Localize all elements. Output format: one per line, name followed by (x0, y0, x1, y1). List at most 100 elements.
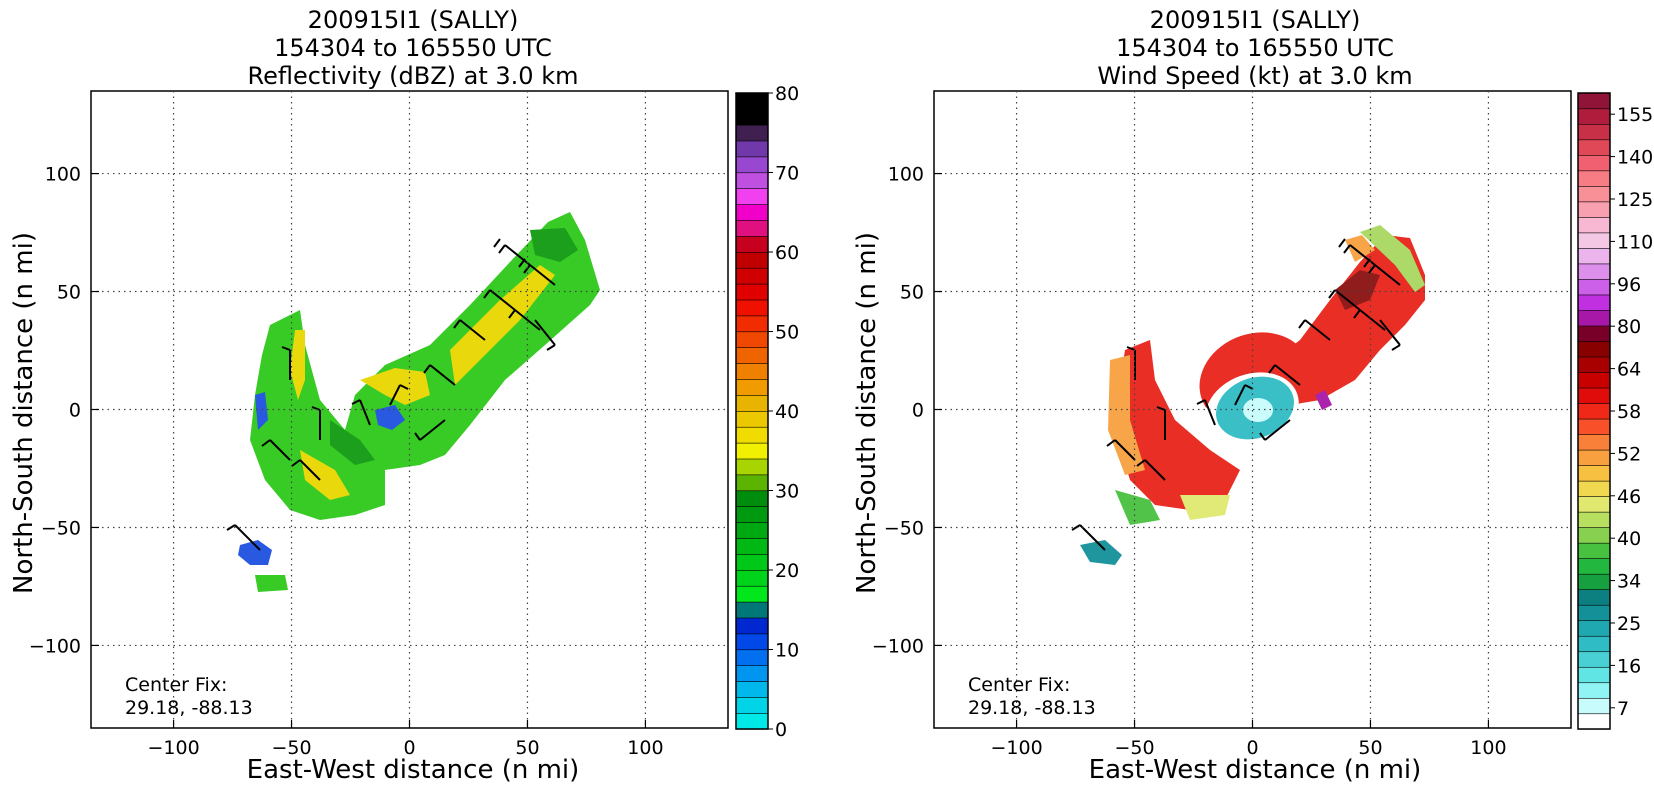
colorbar-swatch (735, 92, 769, 110)
colorbar-swatch (1577, 713, 1611, 730)
colorbar-tick-label: 20 (775, 560, 799, 582)
colorbar-swatch (735, 633, 769, 651)
colorbar-swatch (735, 442, 769, 460)
reflectivity-field (226, 212, 600, 592)
colorbar-swatch (1577, 170, 1611, 187)
colorbar-swatch (735, 569, 769, 587)
colorbar-swatch (735, 204, 769, 221)
eye-center (1243, 398, 1273, 422)
title-line-1: 200915I1 (SALLY) (308, 6, 519, 34)
colorbar-swatch (735, 601, 769, 619)
rainband-dark-green (530, 228, 578, 262)
colorbar-tick-label: 70 (775, 163, 799, 185)
rainband-dark-green-2 (330, 420, 375, 465)
wind-band-purple (1315, 390, 1332, 410)
colorbar-swatch (1577, 651, 1611, 668)
colorbar-swatch (735, 362, 769, 380)
y-tick-label: 100 (45, 164, 81, 186)
colorbar-swatch (735, 458, 769, 476)
y-tick-label: 100 (888, 164, 924, 186)
colorbar-swatch (1577, 449, 1611, 466)
y-tick-label: −50 (41, 517, 81, 539)
wind-band-sw-teal (1080, 540, 1122, 565)
reflectivity-colorbar: 0 10 20 30 40 50 60 70 80 (735, 83, 799, 741)
colorbar-tick-label: 80 (1617, 316, 1641, 338)
colorbar-tick-label: 34 (1617, 571, 1641, 593)
center-fix-value: 29.18, -88.13 (968, 697, 1096, 719)
x-tick-label: 0 (1246, 737, 1258, 759)
colorbar-tick-label: 52 (1617, 443, 1641, 465)
colorbar-tick-label: 140 (1617, 147, 1653, 169)
colorbar-swatch (735, 315, 769, 333)
colorbar-swatch (1577, 216, 1611, 234)
colorbar-swatch (1577, 418, 1611, 435)
colorbar-swatch (1577, 573, 1611, 590)
colorbar-tick-label: 0 (775, 719, 787, 741)
colorbar-swatch (735, 251, 769, 269)
rainband-yellow-2 (360, 368, 430, 405)
colorbar-swatch (735, 665, 769, 682)
colorbar-swatch (735, 696, 769, 714)
colorbar-swatch (1577, 402, 1611, 420)
center-fix-label: Center Fix: (968, 674, 1070, 696)
wind-band-west-green (1115, 490, 1160, 525)
colorbar-swatch (1577, 480, 1611, 497)
colorbar-swatch (735, 537, 769, 555)
y-tick-label: 0 (912, 400, 924, 422)
colorbar-swatch (735, 283, 769, 301)
colorbar-swatch (1577, 247, 1611, 265)
rainband-yellow-3 (290, 330, 305, 400)
colorbar-swatch (1577, 294, 1611, 311)
title-line-2: 154304 to 165550 UTC (1116, 34, 1394, 62)
rainband-west (250, 310, 385, 520)
colorbar-swatch (1577, 201, 1611, 218)
y-axis-label: North-South distance (n mi) (852, 232, 882, 594)
colorbar-tick-label: 58 (1617, 401, 1641, 423)
y-tick-label: 0 (69, 400, 81, 422)
x-tick-label: 100 (1470, 737, 1506, 759)
center-fix-value: 29.18, -88.13 (125, 697, 253, 719)
x-tick-label: 50 (1358, 737, 1382, 759)
colorbar-tick-label: 60 (775, 242, 799, 264)
title-line-2: 154304 to 165550 UTC (274, 34, 552, 62)
colorbar-tick-label: 40 (775, 401, 799, 423)
wind-band-ne-light (1360, 225, 1425, 292)
colorbar-swatch (1577, 604, 1611, 622)
colorbar-swatch (735, 680, 769, 698)
colorbar-swatch (735, 585, 769, 603)
colorbar-swatch (1577, 697, 1611, 715)
x-tick-label: 50 (515, 737, 539, 759)
colorbar-swatch (1577, 527, 1611, 544)
wind-band-west (1118, 340, 1240, 510)
wind-band-west-orange (1108, 355, 1145, 475)
colorbar-tick-label: 50 (775, 322, 799, 344)
wind-barbs (226, 238, 556, 551)
echo-blue-sw (238, 540, 272, 565)
colorbar-swatch (1577, 558, 1611, 575)
colorbar-tick-label: 80 (775, 83, 799, 105)
colorbar-swatch (1577, 433, 1611, 451)
y-tick-label: −100 (872, 635, 924, 657)
y-tick-label: 50 (57, 282, 81, 304)
center-fix-label: Center Fix: (125, 674, 227, 696)
axes-ticks: −100 −50 0 50 100 −100 −50 0 50 100 (29, 91, 728, 759)
echo-blue-w (255, 392, 268, 430)
colorbar-swatch (735, 124, 769, 142)
colorbar-tick-label: 10 (775, 640, 799, 662)
colorbar-swatch (1577, 123, 1611, 141)
rainband-yellow-4 (300, 450, 350, 500)
colorbar-swatch (1577, 263, 1611, 280)
colorbar-tick-label: 125 (1617, 189, 1653, 211)
colorbar-tick-label: 96 (1617, 274, 1641, 296)
colorbar-swatch (1577, 542, 1611, 559)
colorbar-swatch (735, 394, 769, 412)
y-tick-label: −100 (29, 635, 81, 657)
colorbar-tick-label: 25 (1617, 613, 1641, 635)
colorbar-swatch (735, 490, 769, 508)
title-line-3: Reflectivity (dBZ) at 3.0 km (248, 62, 579, 90)
colorbar-swatch (735, 331, 769, 349)
y-tick-label: −50 (884, 517, 924, 539)
colorbar-swatch (735, 378, 769, 396)
y-tick-label: 50 (900, 282, 924, 304)
colorbar-swatch (735, 617, 769, 635)
